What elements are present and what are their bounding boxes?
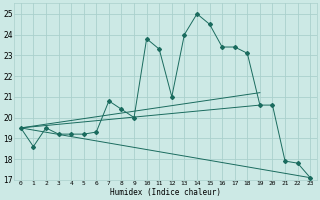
X-axis label: Humidex (Indice chaleur): Humidex (Indice chaleur)	[110, 188, 221, 197]
